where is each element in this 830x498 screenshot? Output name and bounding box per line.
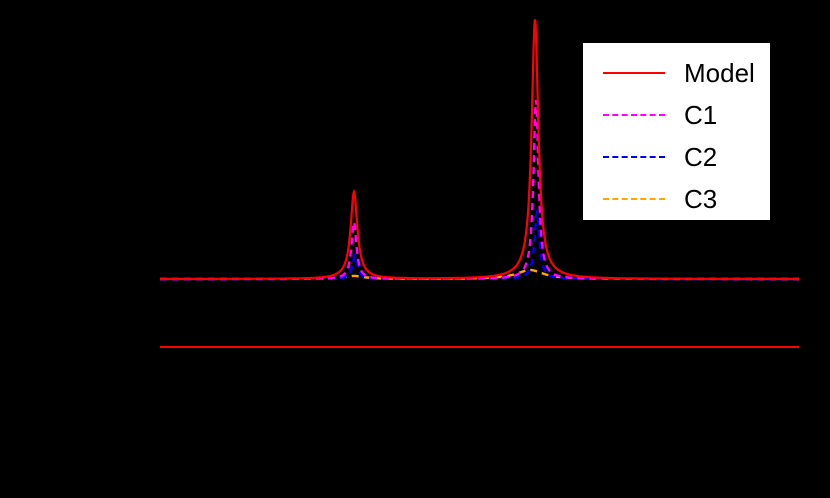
legend: Model C1 C2 C3 bbox=[583, 43, 770, 220]
legend-swatch-model bbox=[603, 72, 665, 74]
legend-label-model: Model bbox=[684, 58, 755, 88]
legend-swatch-c2 bbox=[603, 156, 665, 158]
legend-item-c1: C1 bbox=[583, 95, 770, 135]
legend-swatch-c3 bbox=[603, 198, 665, 200]
legend-item-model: Model bbox=[583, 53, 770, 93]
legend-item-c3: C3 bbox=[583, 179, 770, 219]
legend-label-c2: C2 bbox=[684, 142, 718, 172]
series-c1 bbox=[160, 99, 799, 281]
legend-label-c1: C1 bbox=[684, 100, 718, 130]
legend-swatch-c1 bbox=[603, 114, 665, 116]
fit-panel bbox=[160, 19, 799, 281]
series-model bbox=[160, 19, 799, 280]
legend-label-c3: C3 bbox=[684, 184, 718, 214]
legend-item-c2: C2 bbox=[583, 137, 770, 177]
